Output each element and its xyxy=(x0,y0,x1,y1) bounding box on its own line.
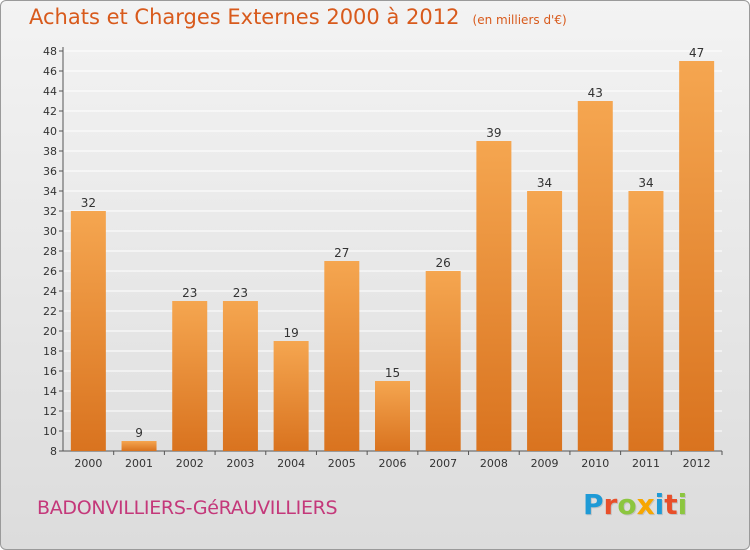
data-label-2007: 26 xyxy=(436,256,451,270)
bar-2002 xyxy=(172,301,208,451)
data-label-2000: 32 xyxy=(81,196,96,210)
data-labels: 32 9 23 23 19 27 15 26 39 34 43 34 47 xyxy=(81,46,705,440)
chart-unit-label: (en milliers d'€) xyxy=(472,13,567,27)
data-label-2001: 9 xyxy=(135,426,143,440)
x-tick-label-2011: 2011 xyxy=(632,457,660,470)
y-tick-label: 36 xyxy=(43,165,57,178)
x-tick-labels: 2000 2001 2002 2003 2004 2005 2006 2007 2008 2009… xyxy=(74,457,710,470)
y-tick-label: 12 xyxy=(43,405,57,418)
bar-2010 xyxy=(577,101,613,451)
x-tick-label-2002: 2002 xyxy=(176,457,204,470)
y-tick-label: 26 xyxy=(43,265,57,278)
data-label-2003: 23 xyxy=(233,286,248,300)
y-tick-label: 42 xyxy=(43,105,57,118)
chart-title: Achats et Charges Externes 2000 à 2012 xyxy=(29,5,460,29)
x-tick-label-2012: 2012 xyxy=(683,457,711,470)
bar-2001 xyxy=(121,441,157,451)
x-tick-label-2003: 2003 xyxy=(226,457,254,470)
location-name: BADONVILLIERS-GéRAUVILLIERS xyxy=(37,497,338,519)
bar-2009 xyxy=(527,191,563,451)
x-tick-label-2006: 2006 xyxy=(379,457,407,470)
logo-letter: i xyxy=(677,488,688,521)
y-tick-label: 18 xyxy=(43,345,57,358)
y-tick-label: 44 xyxy=(43,85,57,98)
y-tick-label: 14 xyxy=(43,385,57,398)
logo-letter: r xyxy=(603,488,618,521)
y-tick-label: 8 xyxy=(50,445,57,458)
data-label-2002: 23 xyxy=(182,286,197,300)
y-tick-label: 46 xyxy=(43,65,57,78)
logo-letter: P xyxy=(583,488,604,521)
x-tick-label-2005: 2005 xyxy=(328,457,356,470)
y-tick-label: 28 xyxy=(43,245,57,258)
bar-2011 xyxy=(628,191,664,451)
x-tick-label-2000: 2000 xyxy=(74,457,102,470)
y-tick-labels: 8 10 12 14 16 18 20 22 24 26 28 30 32 34 36 38 40 42 44 46 4… xyxy=(43,45,57,458)
bar-2005 xyxy=(324,261,360,451)
data-label-2008: 39 xyxy=(486,126,501,140)
bar-2008 xyxy=(476,141,512,451)
logo-letter: o xyxy=(617,488,637,521)
bar-2003 xyxy=(222,301,258,451)
y-tick-label: 38 xyxy=(43,145,57,158)
data-label-2006: 15 xyxy=(385,366,400,380)
title-row: Achats et Charges Externes 2000 à 2012 (… xyxy=(29,5,567,29)
y-tick-label: 22 xyxy=(43,305,57,318)
y-tick-label: 16 xyxy=(43,365,57,378)
logo-letter: i xyxy=(654,488,665,521)
y-tick-label: 10 xyxy=(43,425,57,438)
data-label-2010: 43 xyxy=(588,86,603,100)
y-tick-label: 30 xyxy=(43,225,57,238)
bar-2007 xyxy=(425,271,461,451)
data-label-2004: 19 xyxy=(283,326,298,340)
bar-2004 xyxy=(273,341,309,451)
bar-2000 xyxy=(70,211,106,451)
bar-2012 xyxy=(679,61,715,451)
y-tick-label: 40 xyxy=(43,125,57,138)
data-label-2011: 34 xyxy=(638,176,653,190)
y-tick-label: 32 xyxy=(43,205,57,218)
x-tick-label-2004: 2004 xyxy=(277,457,305,470)
y-tick-label: 48 xyxy=(43,45,57,58)
y-tick-label: 20 xyxy=(43,325,57,338)
data-label-2009: 34 xyxy=(537,176,552,190)
data-label-2005: 27 xyxy=(334,246,349,260)
x-tick-label-2008: 2008 xyxy=(480,457,508,470)
x-tick-label-2007: 2007 xyxy=(429,457,457,470)
logo-letter: t xyxy=(664,488,678,521)
data-label-2012: 47 xyxy=(689,46,704,60)
bar-2006 xyxy=(375,381,410,451)
proxiti-logo: Proxiti xyxy=(583,488,687,521)
logo-letter: x xyxy=(636,488,655,521)
y-tick-label: 24 xyxy=(43,285,57,298)
y-tick-label: 34 xyxy=(43,185,57,198)
x-tick-label-2001: 2001 xyxy=(125,457,153,470)
bars xyxy=(70,61,715,451)
x-tick-label-2009: 2009 xyxy=(531,457,559,470)
x-tick-label-2010: 2010 xyxy=(581,457,609,470)
